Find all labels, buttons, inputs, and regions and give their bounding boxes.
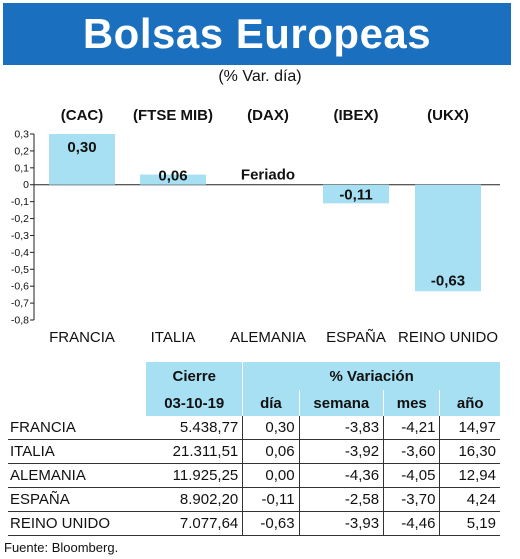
data-table: Cierre % Variación 03-10-19 día semana m… [8,362,500,536]
subheader-dia: día [242,390,300,416]
table-row: FRANCIA 5.438,77 0,30 -3,83 -4,21 14,97 [8,416,500,440]
header-blank [8,362,147,390]
chart-subtitle: (% Var. día) [218,68,302,85]
y-tick-label: 0,3 [14,129,29,141]
bar [140,174,206,185]
cell-dia: -0,11 [242,487,300,512]
bar [415,184,481,292]
row-country: REINO UNIDO [8,511,147,536]
cell-mes: -3,60 [383,439,440,464]
table-row: ESPAÑA 8.902,20 -0,11 -2,58 -3,70 4,24 [8,487,500,512]
subheader-semana: semana [298,390,384,416]
y-tick-label: -0,3 [11,230,29,242]
cell-ano: 14,97 [439,416,500,440]
category-label: REINO UNIDO [398,329,498,346]
y-tick-label: 0,1 [14,162,29,174]
subheader-blank [8,390,147,416]
cell-semana: -3,93 [298,511,384,536]
row-country: ESPAÑA [8,487,147,512]
index-label: (CAC) [61,107,104,124]
cell-cierre: 8.902,20 [146,487,243,512]
table-subheader-row: 03-10-19 día semana mes año [8,390,500,416]
category-label: ALEMANIA [230,329,306,346]
source-note: Fuente: Bloomberg. [4,540,119,555]
page-title: Bolsas Europeas [82,10,432,57]
cell-ano: 12,94 [439,463,500,488]
cell-dia: -0,63 [242,511,300,536]
cell-cierre: 7.077,64 [146,511,243,536]
cell-ano: 16,30 [439,439,500,464]
value-label: 0,30 [67,139,96,156]
table-header-row: Cierre % Variación [8,362,500,390]
category-label: ITALIA [151,329,196,346]
index-label: (UKX) [427,107,469,124]
value-label: -0,63 [431,272,465,289]
subheader-date: 03-10-19 [146,390,243,416]
value-label: -0,11 [339,186,372,203]
cell-dia: 0,06 [242,439,300,464]
table-row: REINO UNIDO 7.077,64 -0,63 -3,93 -4,46 5,19 [8,511,500,536]
cell-mes: -4,46 [383,511,440,536]
cell-semana: -3,83 [298,416,384,440]
cell-dia: 0,30 [242,416,300,440]
header-cierre: Cierre [146,362,243,390]
cell-semana: -4,36 [298,463,384,488]
y-tick-label: 0 [23,179,29,191]
value-label: Feriado [241,167,295,184]
row-country: ITALIA [8,439,147,464]
value-label: 0,06 [158,168,187,185]
row-country: ALEMANIA [8,463,147,488]
cell-semana: -3,92 [298,439,384,464]
y-tick-label: -0,2 [11,213,29,225]
y-tick-label: -0,6 [11,281,29,293]
index-label: (IBEX) [334,107,379,124]
category-label: ESPAÑA [326,329,386,346]
table-row: ITALIA 21.311,51 0,06 -3,92 -3,60 16,30 [8,439,500,464]
cell-mes: -4,05 [383,463,440,488]
index-label: (FTSE MIB) [133,107,213,124]
table-row: ALEMANIA 11.925,25 0,00 -4,36 -4,05 12,94 [8,463,500,488]
cell-cierre: 11.925,25 [146,463,243,488]
title-banner: Bolsas Europeas [3,3,511,65]
cell-cierre: 5.438,77 [146,416,243,440]
cell-mes: -4,21 [383,416,440,440]
index-label: (DAX) [247,107,289,124]
row-country: FRANCIA [8,416,147,440]
y-tick-label: -0,1 [11,196,29,208]
y-tick-label: -0,8 [11,315,29,327]
cell-ano: 5,19 [439,511,500,536]
cell-ano: 4,24 [439,487,500,512]
y-tick-label: 0,2 [14,145,29,157]
subheader-ano: año [439,390,500,416]
cell-dia: 0,00 [242,463,300,488]
bar-chart: 0,3 0,2 0,1 0 -0,1 -0,2 -0,3 -0,4 -0,5 -0,6 -0,7 -0… [11,107,500,346]
y-tick-label: -0,7 [11,298,29,310]
cell-cierre: 21.311,51 [146,439,243,464]
subheader-mes: mes [383,390,440,416]
bar [49,134,115,185]
y-tick-label: -0,5 [11,264,29,276]
cell-mes: -3,70 [383,487,440,512]
table-body: FRANCIA 5.438,77 0,30 -3,83 -4,21 14,97 ITALIA… [8,416,500,536]
header-variacion: % Variación [242,362,500,390]
y-tick-label: -0,4 [11,247,29,259]
cell-semana: -2,58 [298,487,384,512]
category-label: FRANCIA [49,329,115,346]
bar [323,184,389,204]
